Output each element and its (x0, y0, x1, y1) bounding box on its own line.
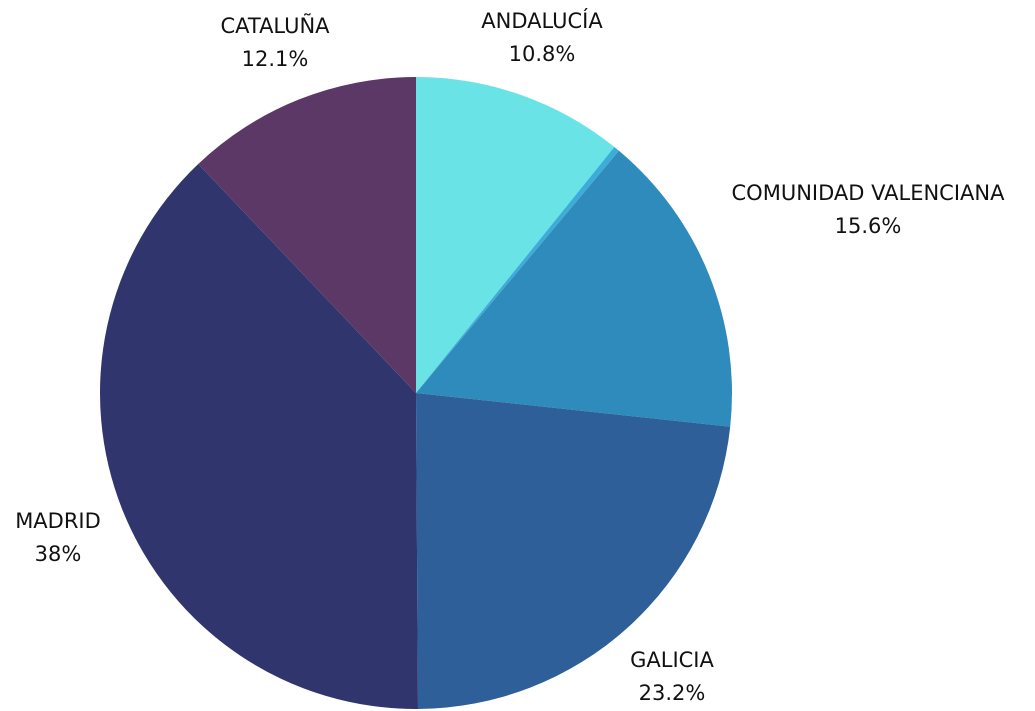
slice-value-label: 10.8% (509, 42, 576, 66)
pie-slice (100, 164, 418, 710)
slice-value-label: 12.1% (242, 47, 309, 71)
slice-label: COMUNIDAD VALENCIANA (732, 181, 1006, 205)
pie-slice (416, 393, 731, 709)
slice-value-label: 38% (35, 542, 82, 566)
slice-value-label: 15.6% (835, 214, 902, 238)
slice-label: MADRID (15, 509, 101, 533)
pie-slice (416, 150, 732, 427)
slice-label: CATALUÑA (220, 12, 330, 38)
pie-slice (198, 77, 416, 393)
slice-value-label: 23.2% (639, 681, 706, 705)
slice-label: GALICIA (630, 648, 714, 672)
pie-slice (416, 147, 619, 393)
pie-slice (416, 77, 615, 393)
slice-label: ANDALUCÍA (481, 8, 603, 33)
